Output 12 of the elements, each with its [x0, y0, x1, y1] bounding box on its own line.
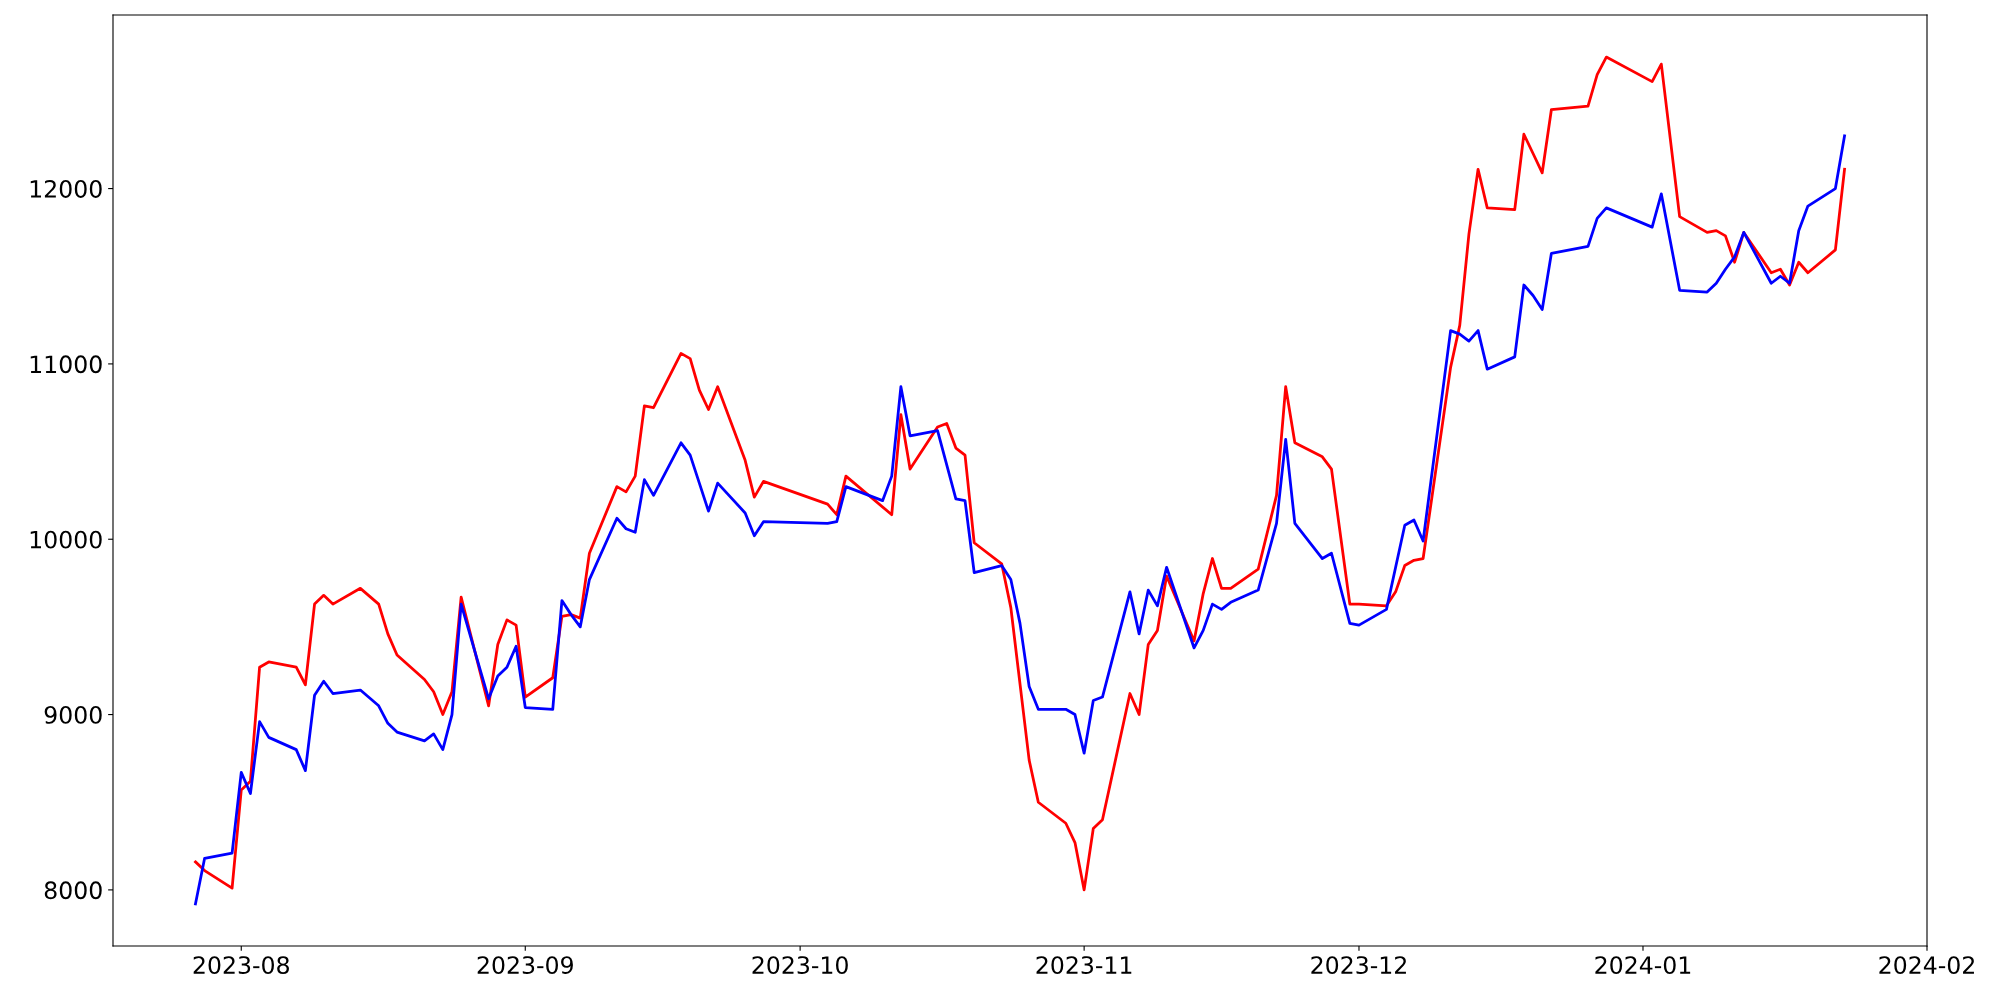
y-tick-label: 8000	[44, 881, 102, 900]
y-tick-label: 10000	[30, 530, 102, 549]
x-tick-label: 2023-12	[1311, 956, 1406, 974]
x-tick-label: 2023-11	[1036, 956, 1132, 974]
y-tick-label: 11000	[30, 355, 102, 374]
x-tick-label: 2024-01	[1595, 956, 1691, 974]
x-tick-label: 2023-10	[752, 956, 848, 974]
y-tick-label: 12000	[30, 180, 102, 198]
y-tick-label: 9000	[44, 706, 102, 724]
x-tick-label: 2023-09	[477, 956, 573, 974]
x-tick-label: 2024-02	[1879, 956, 1974, 974]
x-tick-label: 2023-08	[193, 956, 289, 974]
